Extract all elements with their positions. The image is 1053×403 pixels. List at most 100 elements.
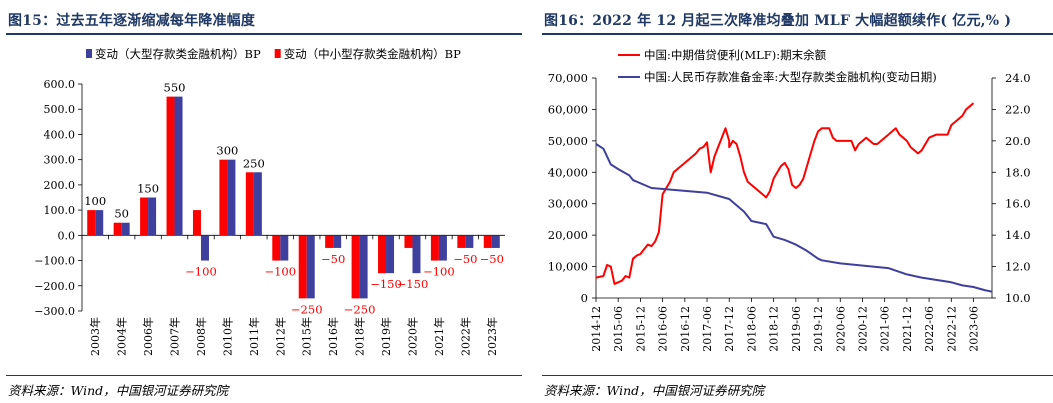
x-tick-label: 2023年 <box>485 317 499 356</box>
data-label: 50 <box>114 207 129 221</box>
reserve-ratio-line <box>595 143 993 293</box>
bar <box>298 235 307 299</box>
source-divider <box>542 375 1053 376</box>
title-divider <box>6 33 522 35</box>
x-tick-label: 2019-06 <box>790 306 803 352</box>
x-tick-label: 2006年 <box>141 317 155 356</box>
x-tick-label: 2010年 <box>220 317 234 356</box>
bar <box>333 235 342 248</box>
bar <box>325 235 334 248</box>
x-tick-label: 2021年 <box>432 317 446 356</box>
x-tick-label: 2017-06 <box>701 306 714 352</box>
legend-label: 变动（中小型存款类金融机构）BP <box>284 47 461 61</box>
bar <box>174 96 183 236</box>
bar <box>457 235 466 248</box>
legend-swatch <box>86 49 92 58</box>
reserve-ratio-change-bar-chart: 变动（大型存款类金融机构）BP 变动（中小型存款类金融机构）BP 600.0 50 0.… <box>34 47 505 356</box>
x-tick-label: 2014-12 <box>590 306 603 352</box>
bar <box>404 235 413 248</box>
x-tick-label: 2011年 <box>247 317 261 356</box>
x-tick-label: 2018-06 <box>745 306 758 352</box>
y-tick-label: 600.0 <box>44 78 76 91</box>
bar <box>140 197 149 236</box>
y-tick-label: 400.0 <box>44 128 76 141</box>
right-y-tick-label: 20.0 <box>1005 134 1031 148</box>
bar <box>200 235 209 261</box>
legend-label: 变动（大型存款类金融机构）BP <box>95 47 261 61</box>
left-y-tick-label: 30,000 <box>548 197 588 211</box>
data-label: −100 <box>423 265 455 279</box>
source-divider <box>6 375 522 376</box>
bar <box>113 222 122 236</box>
bar <box>87 210 96 236</box>
figure-15-source: 资料来源：Wind，中国银河证券研究院 <box>8 383 229 398</box>
bar <box>306 235 315 299</box>
right-y-tick-label: 22.0 <box>1005 102 1031 116</box>
right-y-tick-label: 16.0 <box>1005 197 1031 211</box>
left-y-tick-label: 70,000 <box>548 71 588 85</box>
bar <box>166 96 175 236</box>
x-tick-label: 2016年 <box>326 317 340 356</box>
figure-16-title: 图16：2022 年 12 月起三次降准均叠加 MLF 大幅超额续作( 亿元,%… <box>544 13 1012 29</box>
figure-16-panel: 图16：2022 年 12 月起三次降准均叠加 MLF 大幅超额续作( 亿元,%… <box>536 0 1053 403</box>
data-label: −50 <box>480 252 504 266</box>
x-tick-label: 2007年 <box>168 317 182 356</box>
bar <box>192 210 201 236</box>
bar <box>378 235 387 274</box>
data-label: −250 <box>344 302 376 316</box>
bar <box>245 172 254 236</box>
data-label: −100 <box>264 265 296 279</box>
x-tick-label: 2019-12 <box>812 306 825 352</box>
data-label: −50 <box>321 252 345 266</box>
data-label: 550 <box>164 81 186 95</box>
y-tick-label: 100.0 <box>44 204 76 217</box>
x-tick-label: 2020-06 <box>834 306 847 352</box>
bar <box>280 235 289 261</box>
left-y-tick-label: 0 <box>581 291 588 305</box>
x-tick-label: 2015-12 <box>634 306 647 352</box>
legend-swatch <box>274 49 281 58</box>
x-tick-label: 2012年 <box>273 317 287 356</box>
x-tick-label: 2020年 <box>405 317 419 356</box>
bar <box>430 235 439 261</box>
y-tick-label: 0.0 <box>58 229 76 242</box>
bar <box>219 159 228 236</box>
figure-15-title: 图15：过去五年逐渐缩减每年降准幅度 <box>8 13 256 29</box>
right-y-tick-label: 18.0 <box>1005 165 1031 179</box>
x-tick-label: 2016-12 <box>679 306 692 352</box>
figure-16-source: 资料来源：Wind，中国银河证券研究院 <box>544 383 765 398</box>
mlf-balance-rrr-line-chart: 70,000 60,000 50,000 40,000 30,000 20,000 10,0… <box>548 48 1031 352</box>
left-y-tick-label: 20,000 <box>548 228 588 242</box>
left-y-tick-label: 50,000 <box>548 134 588 148</box>
data-label: −50 <box>453 252 477 266</box>
x-tick-label: 2003年 <box>88 317 102 356</box>
data-label: −100 <box>185 265 217 279</box>
x-tick-label: 2004年 <box>115 317 129 356</box>
data-label: −150 <box>397 277 429 291</box>
data-label: 250 <box>243 156 265 170</box>
bar <box>272 235 281 261</box>
x-tick-label: 2016-06 <box>657 306 670 352</box>
right-y-tick-label: 24.0 <box>1005 71 1031 85</box>
left-y-tick-label: 60,000 <box>548 102 588 116</box>
bar <box>386 235 395 274</box>
bar <box>465 235 474 248</box>
y-tick-label: −200.0 <box>34 280 75 293</box>
x-tick-label: 2020-12 <box>856 306 869 352</box>
bar <box>148 197 157 236</box>
x-tick-label: 2018年 <box>353 317 367 356</box>
legend-label: 中国:人民币存款准备金率:大型存款类金融机构(变动日期) <box>644 70 937 84</box>
bar <box>483 235 492 248</box>
bar <box>351 235 360 299</box>
chart-legend: 变动（大型存款类金融机构）BP 变动（中小型存款类金融机构）BP <box>86 47 461 61</box>
data-label: 300 <box>216 144 238 158</box>
legend-label: 中国:中期借贷便利(MLF):期末余额 <box>644 48 827 62</box>
mlf-balance-line <box>595 102 975 285</box>
bar <box>95 210 104 236</box>
y-tick-label: 300.0 <box>44 154 76 167</box>
bar <box>227 159 236 236</box>
x-tick-label: 2015-06 <box>612 306 625 352</box>
y-tick-label: −100.0 <box>34 255 75 268</box>
x-tick-label: 2017-12 <box>723 306 736 352</box>
chart-legend: 中国:中期借贷便利(MLF):期末余额中国:人民币存款准备金率:大型存款类金融机… <box>618 48 937 84</box>
